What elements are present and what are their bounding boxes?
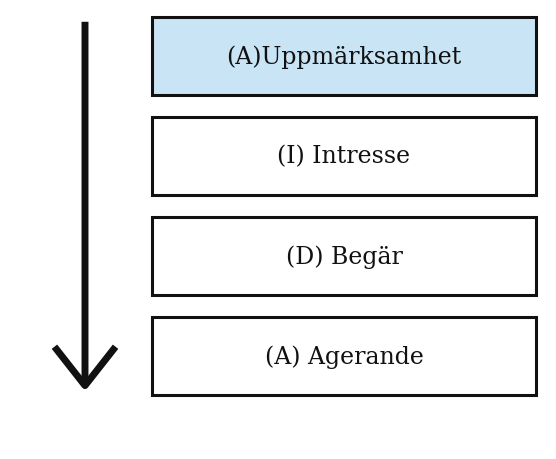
- Bar: [152, 18, 536, 96]
- Text: (I) Intresse: (I) Intresse: [277, 145, 410, 168]
- Text: (A) Agerande: (A) Agerande: [265, 345, 424, 368]
- Bar: [152, 218, 536, 295]
- Text: (A)Uppmärksamhet: (A)Uppmärksamhet: [226, 45, 461, 68]
- Bar: [152, 317, 536, 395]
- Text: (D) Begär: (D) Begär: [286, 245, 403, 268]
- Bar: [152, 118, 536, 196]
